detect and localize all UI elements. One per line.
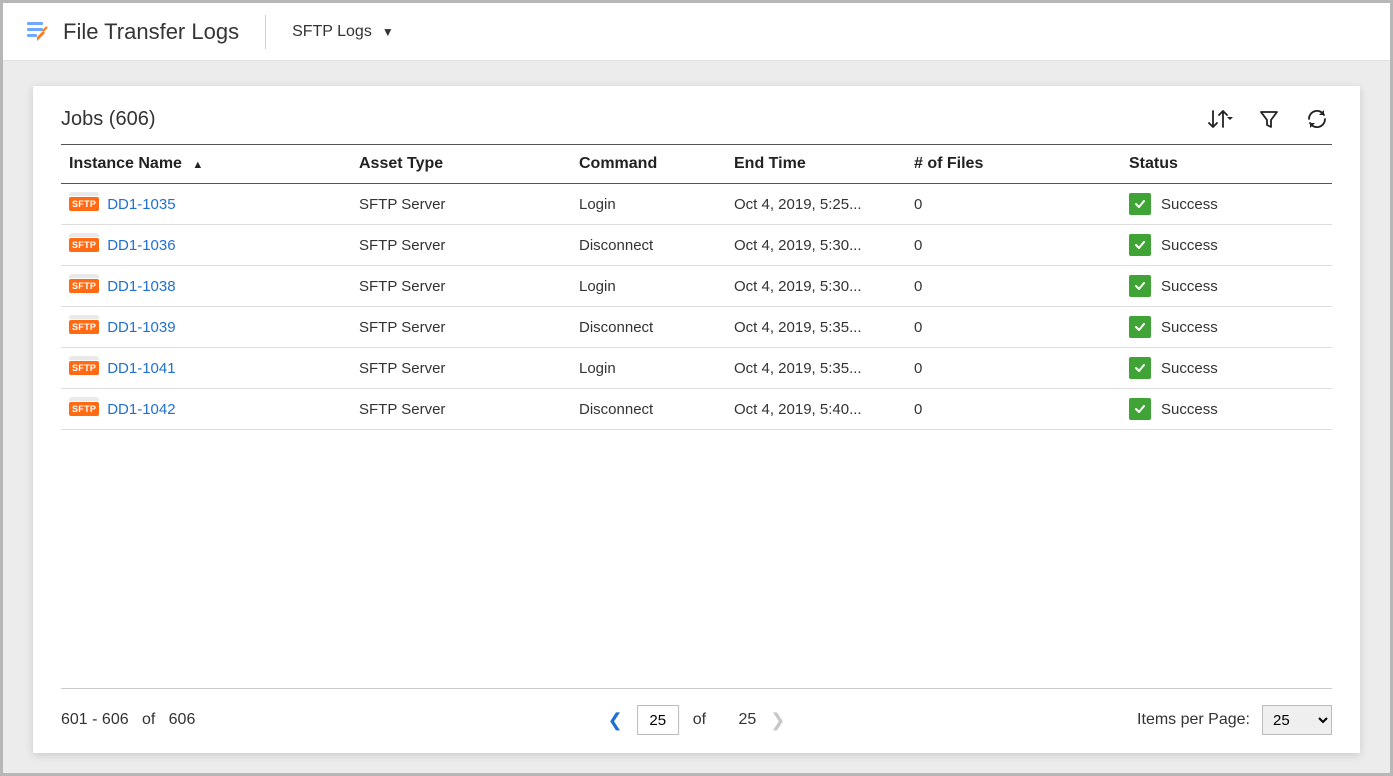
sftp-badge-icon: SFTP [69,238,99,252]
success-check-icon [1129,398,1151,420]
table-footer: 601 - 606 of 606 ❮ of 25 ❯ Items per Pag… [61,688,1332,735]
cell-end-time: Oct 4, 2019, 5:40... [726,389,906,430]
of-label: of [142,711,155,728]
app-logo-icon [23,19,49,45]
sftp-badge-icon: SFTP [69,279,99,293]
items-per-page-label: Items per Page: [1137,711,1250,729]
page-title: File Transfer Logs [63,19,239,45]
table-header-row: Instance Name ▲ Asset Type Command End T… [61,145,1332,184]
instance-link[interactable]: DD1-1039 [107,319,175,336]
cell-files: 0 [906,266,1121,307]
success-check-icon [1129,275,1151,297]
success-check-icon [1129,234,1151,256]
column-header-files[interactable]: # of Files [906,145,1121,184]
column-header-status[interactable]: Status [1121,145,1332,184]
cell-asset: SFTP Server [351,266,571,307]
cell-files: 0 [906,348,1121,389]
table-row[interactable]: SFTP DD1-1036 SFTP ServerDisconnectOct 4, … [61,225,1332,266]
log-type-label: SFTP Logs [292,23,372,41]
caret-down-icon: ▼ [382,25,394,39]
of-label-2: of [693,711,706,729]
cell-end-time: Oct 4, 2019, 5:25... [726,184,906,225]
cell-asset: SFTP Server [351,307,571,348]
top-bar: File Transfer Logs SFTP Logs ▼ [3,3,1390,61]
instance-link[interactable]: DD1-1035 [107,196,175,213]
cell-command: Login [571,184,726,225]
cell-end-time: Oct 4, 2019, 5:30... [726,266,906,307]
sort-button[interactable] [1206,106,1236,132]
sftp-badge-icon: SFTP [69,197,99,211]
page-input[interactable] [637,705,679,735]
table-row[interactable]: SFTP DD1-1038 SFTP ServerLoginOct 4, 2019,… [61,266,1332,307]
total-pages: 25 [739,711,757,729]
app-shell: File Transfer Logs SFTP Logs ▼ Jobs (606… [3,3,1390,773]
status-label: Success [1161,196,1218,213]
range-sep: - [88,711,102,728]
cell-command: Disconnect [571,389,726,430]
sftp-badge-icon: SFTP [69,402,99,416]
prev-page-button[interactable]: ❮ [608,710,623,731]
range-to: 606 [102,711,129,728]
cell-end-time: Oct 4, 2019, 5:30... [726,225,906,266]
sftp-badge-icon: SFTP [69,361,99,375]
column-label: Instance Name [69,155,182,172]
range-from: 601 [61,711,88,728]
table-row[interactable]: SFTP DD1-1039 SFTP ServerDisconnectOct 4, … [61,307,1332,348]
sftp-badge-icon: SFTP [69,320,99,334]
status-label: Success [1161,360,1218,377]
cell-files: 0 [906,184,1121,225]
divider [265,15,266,49]
table-row[interactable]: SFTP DD1-1041 SFTP ServerLoginOct 4, 2019,… [61,348,1332,389]
row-range: 601 - 606 of 606 [61,711,195,729]
pager: ❮ of 25 ❯ [608,705,786,735]
cell-files: 0 [906,225,1121,266]
success-check-icon [1129,193,1151,215]
table-row[interactable]: SFTP DD1-1042 SFTP ServerDisconnectOct 4, … [61,389,1332,430]
jobs-table: Instance Name ▲ Asset Type Command End T… [61,144,1332,680]
cell-asset: SFTP Server [351,389,571,430]
instance-link[interactable]: DD1-1036 [107,237,175,254]
status-label: Success [1161,278,1218,295]
table-row[interactable]: SFTP DD1-1035 SFTP ServerLoginOct 4, 2019,… [61,184,1332,225]
cell-end-time: Oct 4, 2019, 5:35... [726,307,906,348]
cell-command: Login [571,348,726,389]
log-type-dropdown[interactable]: SFTP Logs ▼ [292,23,394,41]
sort-asc-icon: ▲ [192,159,203,171]
items-per-page: Items per Page: 25 [1137,705,1332,735]
cell-files: 0 [906,307,1121,348]
success-check-icon [1129,316,1151,338]
success-check-icon [1129,357,1151,379]
column-header-end-time[interactable]: End Time [726,145,906,184]
filter-button[interactable] [1254,106,1284,132]
status-label: Success [1161,401,1218,418]
cell-command: Disconnect [571,225,726,266]
status-label: Success [1161,319,1218,336]
cell-files: 0 [906,389,1121,430]
column-header-asset[interactable]: Asset Type [351,145,571,184]
range-total: 606 [169,711,196,728]
panel-header: Jobs (606) [61,106,1332,144]
panel-title: Jobs (606) [61,108,156,131]
status-label: Success [1161,237,1218,254]
instance-link[interactable]: DD1-1038 [107,278,175,295]
cell-command: Disconnect [571,307,726,348]
next-page-button[interactable]: ❯ [770,710,785,731]
column-header-instance[interactable]: Instance Name ▲ [61,145,351,184]
instance-link[interactable]: DD1-1041 [107,360,175,377]
items-per-page-select[interactable]: 25 [1262,705,1332,735]
cell-asset: SFTP Server [351,184,571,225]
cell-command: Login [571,266,726,307]
cell-end-time: Oct 4, 2019, 5:35... [726,348,906,389]
column-header-command[interactable]: Command [571,145,726,184]
jobs-panel: Jobs (606) [33,86,1360,753]
cell-asset: SFTP Server [351,225,571,266]
cell-asset: SFTP Server [351,348,571,389]
instance-link[interactable]: DD1-1042 [107,401,175,418]
refresh-button[interactable] [1302,106,1332,132]
